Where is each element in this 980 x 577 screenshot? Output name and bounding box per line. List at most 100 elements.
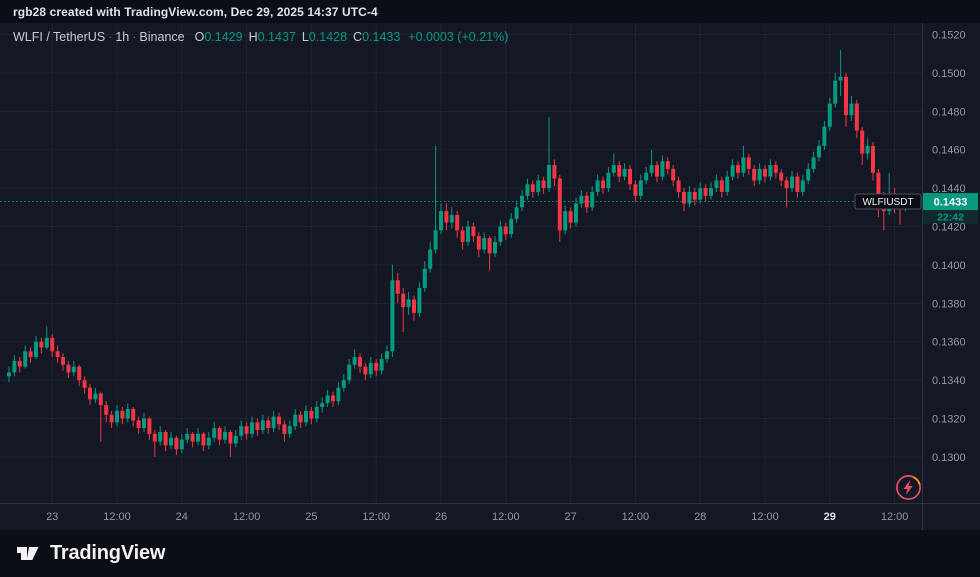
candle-body <box>606 172 611 189</box>
candle-body <box>817 145 821 158</box>
candle-body <box>23 351 28 367</box>
exchange-label[interactable]: Binance <box>139 30 185 44</box>
time-axis-label[interactable]: 12:00 <box>622 511 650 523</box>
candle-body <box>833 80 838 104</box>
candle-body <box>509 218 514 235</box>
candle-body <box>444 211 449 223</box>
time-axis-label[interactable]: 25 <box>305 511 317 523</box>
candle-body <box>692 191 697 200</box>
candle-body <box>368 362 373 375</box>
candle-body <box>28 351 33 358</box>
candle-body <box>730 165 735 177</box>
candle-body <box>385 351 389 359</box>
candle-body <box>82 380 87 388</box>
candle-body <box>633 184 638 196</box>
candle-body <box>44 337 49 348</box>
price-axis-label[interactable]: 0.1520 <box>932 30 966 42</box>
candle-body <box>655 165 659 177</box>
time-axis-label[interactable]: 24 <box>176 511 188 523</box>
candle-body <box>422 268 427 288</box>
candle-body <box>471 226 476 237</box>
candle-body <box>676 180 681 192</box>
candle-body <box>622 168 627 177</box>
candle-body <box>698 188 703 200</box>
time-axis-label[interactable]: 26 <box>435 511 447 523</box>
candle-body <box>439 211 443 231</box>
candle-body <box>142 418 146 429</box>
candle-body <box>233 435 238 444</box>
price-axis-label[interactable]: 0.1420 <box>932 222 966 234</box>
candle-body <box>487 238 492 254</box>
symbol-name[interactable]: WLFI / TetherUS <box>13 30 106 44</box>
candle-body <box>179 439 184 450</box>
candle-body <box>871 145 875 173</box>
candle-body <box>266 420 271 429</box>
time-axis-label[interactable]: 12:00 <box>751 511 779 523</box>
candle-body <box>725 176 730 192</box>
candle-body <box>746 157 751 169</box>
candle-body <box>876 172 881 196</box>
candle-body <box>579 195 584 204</box>
flash-button[interactable] <box>895 474 922 501</box>
time-axis-label[interactable]: 12:00 <box>362 511 390 523</box>
candle-body <box>849 103 854 116</box>
price-axis-label[interactable]: 0.1440 <box>932 183 966 195</box>
time-axis-label[interactable]: 28 <box>694 511 706 523</box>
candle-body <box>293 414 298 427</box>
time-axis-label[interactable]: 29 <box>824 511 836 523</box>
candle-body <box>644 172 649 181</box>
time-axis-label[interactable]: 12:00 <box>492 511 520 523</box>
price-axis-label[interactable]: 0.1400 <box>932 260 966 272</box>
candle-body <box>865 145 870 154</box>
price-axis-label[interactable]: 0.1480 <box>932 106 966 118</box>
price-axis-label[interactable]: 0.1320 <box>932 414 966 426</box>
candle-body <box>277 416 281 425</box>
candle-body <box>390 280 395 352</box>
candle-body <box>163 431 168 446</box>
time-axis-label[interactable]: 23 <box>46 511 58 523</box>
candle-body <box>552 165 557 179</box>
price-axis-label[interactable]: 0.1500 <box>932 68 966 80</box>
time-axis-label[interactable]: 12:00 <box>233 511 261 523</box>
candlestick-chart[interactable]: 0.1520 0.1500 0.1480 0.1460 0.1440 0.1420 0.14… <box>0 23 980 530</box>
price-axis-label[interactable]: 0.1460 <box>932 145 966 157</box>
price-axis-label[interactable]: 0.1340 <box>932 375 966 387</box>
candle-body <box>611 165 616 173</box>
price-axis-label[interactable]: 0.1380 <box>932 298 966 310</box>
time-axis-label[interactable]: 27 <box>564 511 576 523</box>
symbol-price-label <box>854 193 922 210</box>
candle-body <box>660 161 665 177</box>
candle-body <box>55 351 60 358</box>
candle-body <box>822 126 827 146</box>
time-axis-label[interactable]: 12:00 <box>103 511 131 523</box>
candle-body <box>806 168 811 181</box>
tradingview-logo-icon[interactable] <box>14 540 41 567</box>
symbol-title[interactable]: WLFI / TetherUS · 1h · Binance <box>13 30 185 44</box>
candle-body <box>12 360 17 373</box>
price-axis-label[interactable]: 0.1300 <box>932 452 966 464</box>
candle-body <box>714 180 719 189</box>
candle-body <box>790 176 794 189</box>
attribution-bar: rgb28 created with TradingView.com, Dec … <box>0 0 980 23</box>
candle-body <box>584 195 589 208</box>
tradingview-wordmark[interactable]: TradingView <box>50 542 166 564</box>
time-axis-label[interactable]: 12:00 <box>881 511 909 523</box>
candle-body <box>811 157 816 169</box>
candle-body <box>844 76 848 116</box>
candle-body <box>800 180 805 192</box>
candle-body <box>212 428 217 438</box>
candle-body <box>638 180 643 196</box>
candle-body <box>363 366 368 375</box>
candle-body <box>201 433 206 446</box>
candle-body <box>190 433 195 442</box>
candle-body <box>298 414 303 423</box>
chart-area[interactable]: 0.1520 0.1500 0.1480 0.1460 0.1440 0.1420 0.14… <box>0 23 980 530</box>
candle-body <box>104 405 109 415</box>
candle-body <box>39 341 44 348</box>
candle-body <box>557 178 562 231</box>
candle-body <box>530 184 535 192</box>
candle-body <box>709 188 713 196</box>
price-axis-label[interactable]: 0.1360 <box>932 337 966 349</box>
chart-legend: WLFI / TetherUS · 1h · Binance O0.1429 H0.14… <box>13 30 508 44</box>
interval-label[interactable]: 1h <box>115 30 130 44</box>
